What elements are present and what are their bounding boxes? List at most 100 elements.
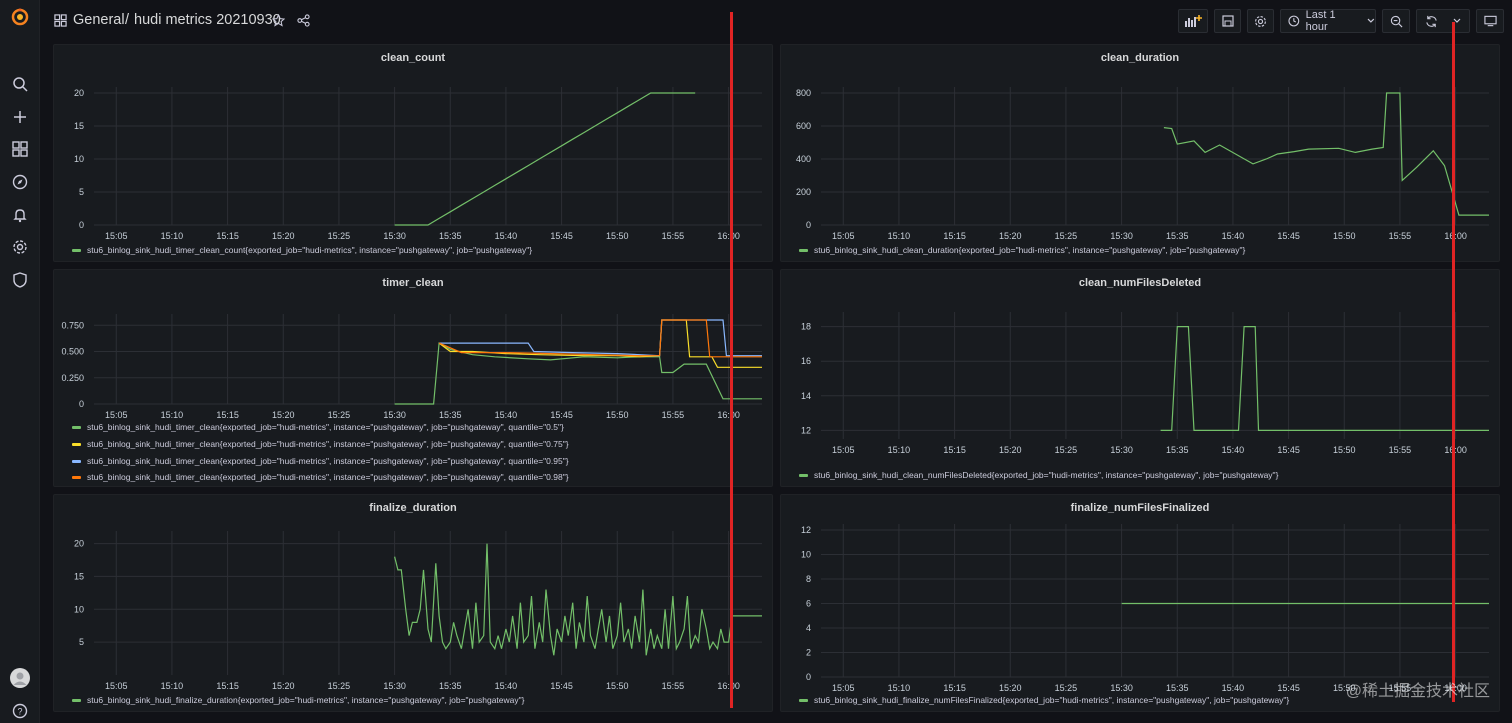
legend-label: stu6_binlog_sink_hudi_timer_clean{export… (87, 456, 569, 466)
panel-finalize-numfilesfinalized[interactable]: finalize_numFilesFinalized 15:05 15:10 15:… (780, 494, 1500, 712)
chevron-down-icon (1367, 18, 1375, 23)
legend-swatch (72, 699, 81, 703)
y-tick-label: 5 (79, 637, 84, 647)
y-tick-label: 20 (74, 539, 84, 549)
panel-title: timer_clean (382, 277, 444, 289)
x-tick-label: 15:50 (606, 231, 629, 241)
top-bar: General / hudi metrics 20210930 Last 1 h… (40, 0, 1512, 42)
x-tick-label: 15:55 (1389, 231, 1412, 241)
series-line (438, 319, 762, 358)
legend-item[interactable]: stu6_binlog_sink_hudi_timer_clean{export… (72, 472, 569, 482)
legend-item[interactable]: stu6_binlog_sink_hudi_timer_clean_count{… (72, 245, 532, 255)
graph-clean-duration: 15:05 15:10 15:15 15:20 15:25 15:30 15:35 15:40… (796, 87, 1489, 241)
x-tick-label: 15:50 (606, 681, 629, 691)
x-tick-label: 16:00 (1444, 683, 1467, 693)
legend-item[interactable]: stu6_binlog_sink_hudi_clean_numFilesDele… (799, 470, 1278, 480)
add-panel-icon (1185, 15, 1202, 27)
share-icon[interactable] (297, 14, 310, 32)
x-tick-label: 16:00 (717, 231, 740, 241)
x-tick-label: 15:15 (943, 445, 966, 455)
legend-item[interactable]: stu6_binlog_sink_hudi_timer_clean{export… (72, 439, 569, 449)
y-tick-label: 2 (806, 648, 811, 658)
x-tick-label: 15:35 (1166, 445, 1189, 455)
y-tick-label: 8 (806, 574, 811, 584)
y-tick-label: 4 (806, 623, 811, 633)
panel-clean-duration[interactable]: clean_duration 15:05 15:10 15:15 15:20 15:25… (780, 44, 1500, 262)
x-tick-label: 15:50 (1333, 683, 1356, 693)
y-tick-label: 0.500 (61, 347, 84, 357)
monitor-icon (1483, 15, 1497, 27)
dashboard-settings-button[interactable] (1247, 9, 1274, 33)
legend-label: stu6_binlog_sink_hudi_timer_clean{export… (87, 472, 569, 482)
legend-label: stu6_binlog_sink_hudi_timer_clean{export… (87, 422, 564, 432)
x-tick-label: 15:15 (216, 410, 239, 420)
star-icon[interactable] (271, 13, 286, 32)
panel-finalize-duration[interactable]: finalize_duration 15:05 15:10 15:15 15:20 15… (53, 494, 773, 712)
y-tick-label: 15 (74, 121, 84, 131)
page-title[interactable]: hudi metrics 20210930 (134, 12, 281, 28)
legend-item[interactable]: stu6_binlog_sink_hudi_timer_clean{export… (72, 422, 564, 432)
legend-item[interactable]: stu6_binlog_sink_hudi_finalize_duration{… (72, 695, 525, 705)
x-tick-label: 15:35 (439, 681, 462, 691)
help-icon[interactable]: ? (10, 701, 30, 721)
dashboards-icon[interactable] (10, 139, 30, 159)
gear-icon[interactable] (10, 237, 30, 257)
dashboards-grid-icon (54, 14, 67, 32)
x-tick-label: 15:30 (383, 231, 406, 241)
x-tick-label: 15:50 (606, 410, 629, 420)
time-picker-button[interactable]: Last 1 hour (1280, 9, 1376, 33)
x-tick-label: 15:35 (1166, 231, 1189, 241)
x-tick-label: 15:45 (550, 410, 573, 420)
save-dashboard-button[interactable] (1214, 9, 1241, 33)
panel-clean-count[interactable]: clean_count 15:05 15:10 15:15 15:20 15:25 15:… (53, 44, 773, 262)
x-tick-label: 15:10 (161, 231, 184, 241)
add-panel-button[interactable] (1178, 9, 1208, 33)
x-tick-label: 15:40 (495, 410, 518, 420)
legend-item[interactable]: stu6_binlog_sink_hudi_finalize_numFilesF… (799, 695, 1289, 705)
avatar[interactable] (10, 668, 30, 688)
x-tick-label: 15:40 (1222, 683, 1245, 693)
x-tick-label: 15:50 (1333, 231, 1356, 241)
x-tick-label: 15:30 (1110, 445, 1133, 455)
legend-swatch (72, 426, 81, 430)
plus-icon[interactable] (10, 107, 30, 127)
time-range-label: Last 1 hour (1305, 9, 1336, 33)
breadcrumb-folder[interactable]: General (73, 12, 125, 28)
x-tick-label: 15:40 (495, 681, 518, 691)
x-tick-label: 15:55 (1389, 445, 1412, 455)
x-tick-label: 16:00 (1444, 231, 1467, 241)
x-tick-label: 16:00 (717, 681, 740, 691)
y-tick-label: 0.250 (61, 373, 84, 383)
legend-item[interactable]: stu6_binlog_sink_hudi_clean_duration{exp… (799, 245, 1245, 255)
graph-finalize-duration: 15:05 15:10 15:15 15:20 15:25 15:30 15:35 15:40… (74, 531, 762, 691)
x-tick-label: 15:15 (943, 231, 966, 241)
legend-label: stu6_binlog_sink_hudi_timer_clean_count{… (87, 245, 533, 255)
x-tick-label: 15:55 (1389, 683, 1412, 693)
y-tick-label: 12 (801, 425, 811, 435)
panel-timer-clean[interactable]: timer_clean 15:05 15:10 15:15 15:20 15:25 15:… (53, 269, 773, 487)
x-tick-label: 15:05 (105, 681, 128, 691)
refresh-button[interactable] (1416, 9, 1470, 33)
x-tick-label: 15:25 (1055, 683, 1078, 693)
explore-icon[interactable] (10, 172, 30, 192)
shield-icon[interactable] (10, 270, 30, 290)
zoom-out-button[interactable] (1382, 9, 1410, 33)
search-icon[interactable] (10, 74, 30, 94)
y-tick-label: 10 (74, 154, 84, 164)
x-tick-label: 15:20 (272, 231, 295, 241)
x-tick-label: 15:50 (1333, 445, 1356, 455)
x-tick-label: 15:05 (832, 445, 855, 455)
panel-clean-numfilesdeleted[interactable]: clean_numFilesDeleted 15:05 15:10 15:15 15:… (780, 269, 1500, 487)
x-tick-label: 15:40 (1222, 445, 1245, 455)
tv-mode-button[interactable] (1476, 9, 1504, 33)
watermark: @稀土掘金技术社区 (1345, 683, 1490, 700)
x-tick-label: 15:45 (1277, 683, 1300, 693)
x-tick-label: 15:45 (550, 681, 573, 691)
x-tick-label: 16:00 (717, 410, 740, 420)
y-tick-label: 400 (796, 154, 811, 164)
grafana-logo-icon[interactable] (10, 7, 30, 27)
legend-swatch (799, 699, 808, 703)
legend-item[interactable]: stu6_binlog_sink_hudi_timer_clean{export… (72, 456, 569, 466)
alerting-icon[interactable] (10, 205, 30, 225)
x-tick-label: 15:25 (328, 231, 351, 241)
